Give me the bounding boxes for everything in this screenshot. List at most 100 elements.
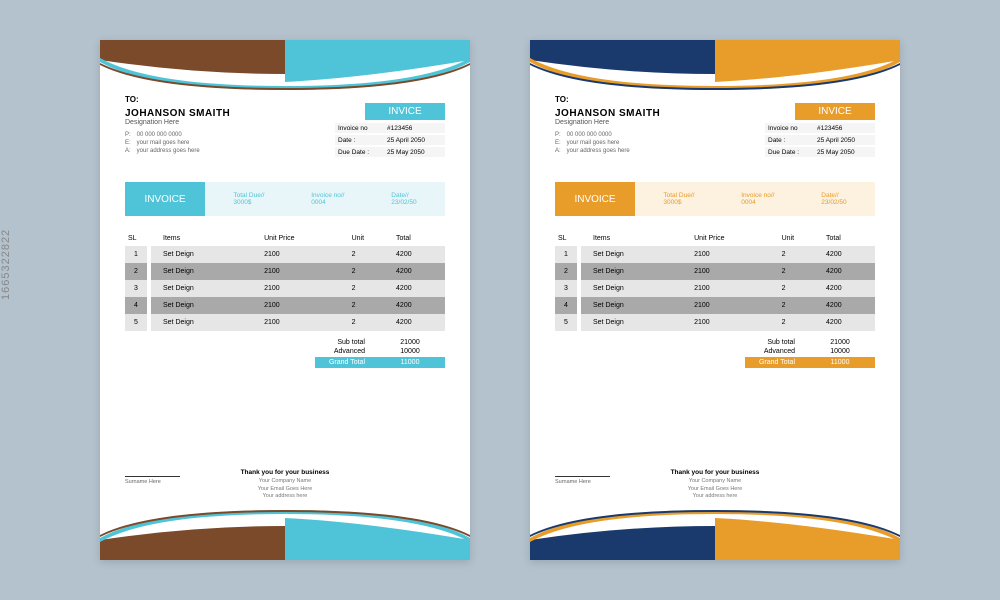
invoice-page: TO: JOHANSON SMAITH Designation Here P: … [530,40,900,560]
cell-sl: 3 [555,280,577,297]
grand-total-row: Grand Total11000 [745,357,875,368]
meta-row: Due Date :25 May 2050 [765,147,875,157]
cell-unit: 2 [779,246,823,263]
invoice-badge: INVICE [365,103,445,120]
cell-item: Set Deign [581,246,691,263]
invoice-page: TO: JOHANSON SMAITH Designation Here P: … [100,40,470,560]
cell-item: Set Deign [581,280,691,297]
meta-row: Due Date :25 May 2050 [335,147,445,157]
cell-sl: 2 [125,263,147,280]
cell-total: 4200 [823,297,875,314]
cell-price: 2100 [261,280,348,297]
cell-unit: 2 [779,263,823,280]
summary-info: Total Due//3000$ Invoice no//0004 Date//23… [635,182,875,216]
th-total: Total [393,231,445,246]
cell-unit: 2 [779,280,823,297]
cell-price: 2100 [691,314,778,331]
meta-row: Date :25 April 2050 [765,135,875,145]
meta-row: Date :25 April 2050 [335,135,445,145]
cell-unit: 2 [349,314,393,331]
th-sl: SL [555,231,577,246]
cell-item: Set Deign [581,263,691,280]
cell-total: 4200 [393,280,445,297]
th-unit: Unit [779,231,823,246]
cell-total: 4200 [823,314,875,331]
summary-info-item: Invoice no//0004 [311,192,344,206]
cell-price: 2100 [691,263,778,280]
top-decoration [100,40,470,90]
th-total: Total [823,231,875,246]
totals-row: Advanced10000 [315,348,445,355]
meta-box: Invoice no#123456 Date :25 April 2050 Due … [335,123,445,159]
summary-info-item: Invoice no//0004 [741,192,774,206]
cell-unit: 2 [349,280,393,297]
cell-total: 4200 [823,280,875,297]
summary-label: INVOICE [555,182,635,216]
cell-unit: 2 [779,297,823,314]
cell-sl: 3 [125,280,147,297]
summary-info-item: Total Due//3000$ [233,192,264,206]
summary-info: Total Due//3000$ Invoice no//0004 Date//23… [205,182,445,216]
totals-block: Sub total21000 Advanced10000 Grand Total1… [125,339,445,370]
top-decoration [530,40,900,90]
cell-total: 4200 [393,314,445,331]
th-items: Items [581,231,691,246]
cell-sl: 4 [555,297,577,314]
summary-info-item: Date//23/02/50 [391,192,416,206]
cell-item: Set Deign [151,297,261,314]
cell-price: 2100 [261,297,348,314]
meta-box: Invoice no#123456 Date :25 April 2050 Due … [765,123,875,159]
meta-row: Invoice no#123456 [765,123,875,133]
bottom-decoration [530,510,900,560]
th-unit: Unit [349,231,393,246]
cell-price: 2100 [261,314,348,331]
th-price: Unit Price [261,231,348,246]
cell-total: 4200 [823,246,875,263]
grand-total-row: Grand Total11000 [315,357,445,368]
cell-sl: 1 [125,246,147,263]
cell-price: 2100 [261,263,348,280]
cell-sl: 5 [555,314,577,331]
summary-info-item: Date//23/02/50 [821,192,846,206]
meta-row: Invoice no#123456 [335,123,445,133]
th-sl: SL [125,231,147,246]
bottom-decoration [100,510,470,560]
thanks-block: Thank you for your business Your Company… [125,469,445,501]
cell-sl: 5 [125,314,147,331]
cell-total: 4200 [823,263,875,280]
summary-info-item: Total Due//3000$ [663,192,694,206]
summary-bar: INVOICE Total Due//3000$ Invoice no//0004… [555,182,875,216]
cell-unit: 2 [349,297,393,314]
items-table: SL Items Unit Price Unit Total 1 Set Dei… [555,231,875,331]
cell-price: 2100 [691,280,778,297]
totals-row: Sub total21000 [745,339,875,346]
cell-price: 2100 [261,246,348,263]
cell-sl: 4 [125,297,147,314]
cell-unit: 2 [349,246,393,263]
totals-row: Advanced10000 [745,348,875,355]
cell-item: Set Deign [581,297,691,314]
cell-item: Set Deign [151,246,261,263]
totals-row: Sub total21000 [315,339,445,346]
cell-item: Set Deign [151,280,261,297]
cell-unit: 2 [349,263,393,280]
cell-price: 2100 [691,246,778,263]
cell-item: Set Deign [151,263,261,280]
cell-sl: 2 [555,263,577,280]
invoice-badge: INVICE [795,103,875,120]
summary-label: INVOICE [125,182,205,216]
th-items: Items [151,231,261,246]
cell-total: 4200 [393,263,445,280]
cell-total: 4200 [393,246,445,263]
summary-bar: INVOICE Total Due//3000$ Invoice no//0004… [125,182,445,216]
cell-item: Set Deign [151,314,261,331]
totals-block: Sub total21000 Advanced10000 Grand Total1… [555,339,875,370]
items-table: SL Items Unit Price Unit Total 1 Set Dei… [125,231,445,331]
watermark-text: 1665322822 [0,229,12,300]
cell-item: Set Deign [581,314,691,331]
cell-unit: 2 [779,314,823,331]
cell-price: 2100 [691,297,778,314]
cell-total: 4200 [393,297,445,314]
th-price: Unit Price [691,231,778,246]
thanks-block: Thank you for your business Your Company… [555,469,875,501]
